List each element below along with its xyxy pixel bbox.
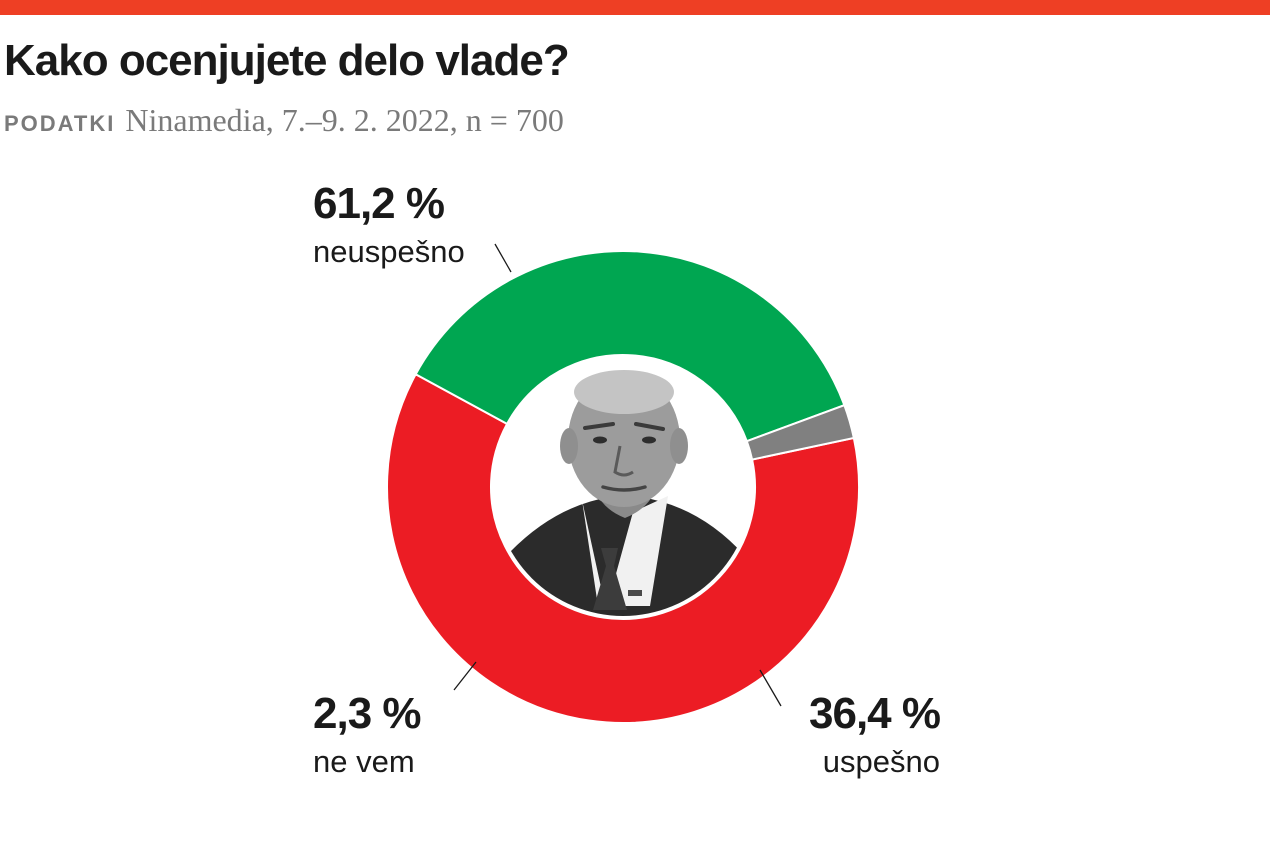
- chart-title: Kako ocenjujete delo vlade?: [4, 36, 570, 85]
- value-label: 2,3 %: [313, 689, 421, 738]
- value-label: 36,4 %: [809, 689, 940, 738]
- leader-line: [453, 661, 477, 691]
- category-label: uspešno: [823, 744, 940, 779]
- source-tag: PODATKI: [4, 111, 116, 136]
- center-portrait: [492, 356, 754, 618]
- slice-uspešno: [414, 250, 846, 443]
- donut-slices: [386, 250, 860, 724]
- slice-labels: 61,2 % neuspešno 36,4 % uspešno 2,3 % ne vem: [313, 179, 941, 779]
- leader-line: [759, 669, 782, 707]
- value-label: 61,2 %: [313, 179, 444, 228]
- slice-ne-vem: [745, 403, 856, 461]
- slice-neuspešno: [386, 372, 860, 724]
- category-label: ne vem: [313, 744, 415, 779]
- top-accent-bar: [0, 0, 1270, 15]
- category-label: neuspešno: [313, 234, 465, 269]
- data-source: PODATKI Ninamedia, 7.–9. 2. 2022, n = 700: [4, 102, 564, 139]
- leader-line: [494, 243, 512, 273]
- source-text: Ninamedia, 7.–9. 2. 2022, n = 700: [125, 102, 564, 138]
